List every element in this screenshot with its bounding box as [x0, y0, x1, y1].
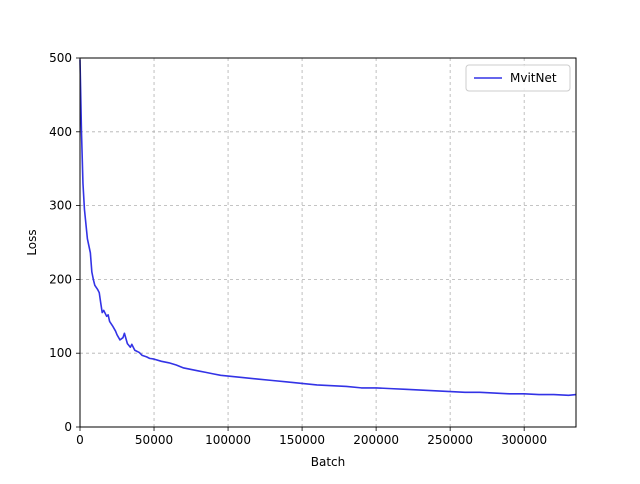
x-tick-label: 50000	[135, 433, 173, 447]
x-tick-label: 0	[76, 433, 84, 447]
y-axis-label: Loss	[25, 229, 39, 255]
y-tick-label: 100	[49, 346, 72, 360]
x-tick-label: 250000	[427, 433, 473, 447]
axes-frame	[79, 57, 577, 428]
legend-box	[465, 64, 571, 92]
y-tick-label: 400	[49, 125, 72, 139]
ticks: 0 50000 100000 150000 200000 250000 300000 0 100…	[49, 51, 547, 447]
x-tick-label: 150000	[279, 433, 325, 447]
series-line-mvitnet	[79, 59, 577, 397]
y-tick-label: 0	[64, 420, 72, 434]
y-tick-label: 500	[49, 51, 72, 65]
x-tick-label: 300000	[501, 433, 547, 447]
y-tick-label: 200	[49, 272, 72, 286]
x-axis-label: Batch	[311, 455, 346, 469]
x-tick-label: 200000	[353, 433, 399, 447]
x-tick-label: 100000	[205, 433, 251, 447]
legend: MvitNet	[465, 64, 571, 92]
legend-label: MvitNet	[510, 71, 557, 85]
y-tick-label: 300	[49, 199, 72, 213]
series-layer	[79, 59, 577, 397]
